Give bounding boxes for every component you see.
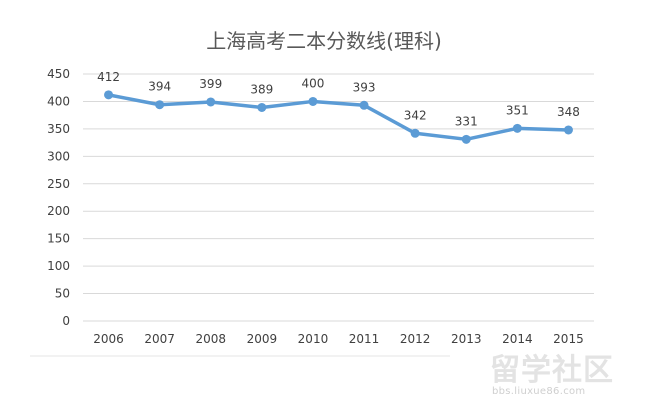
x-tick-label: 2015 [553, 332, 584, 346]
watermark-url: bbs.liuxue86.com [492, 386, 585, 397]
x-tick-label: 2011 [349, 332, 380, 346]
data-labels: 412 394 399 389 400 393 342 331 351 348 [97, 70, 580, 128]
y-tick-label: 150 [47, 232, 70, 246]
x-tick-label: 2013 [451, 332, 482, 346]
data-point [308, 96, 318, 106]
x-tick-label: 2012 [400, 332, 431, 346]
data-point [359, 100, 369, 110]
x-axis: 2006 2007 2008 2009 2010 2011 2012 2013 … [93, 332, 583, 346]
y-tick-label: 200 [47, 204, 70, 218]
data-label: 331 [455, 114, 478, 128]
y-tick-label: 400 [47, 94, 70, 108]
data-label: 393 [353, 80, 376, 94]
data-label: 394 [148, 80, 171, 94]
x-tick-label: 2014 [502, 332, 533, 346]
data-point [461, 134, 471, 144]
y-tick-label: 0 [62, 314, 70, 328]
x-tick-label: 2006 [93, 332, 124, 346]
data-label: 412 [97, 70, 120, 84]
y-tick-label: 450 [47, 67, 70, 81]
data-point [410, 128, 420, 138]
x-tick-label: 2008 [195, 332, 226, 346]
data-point [155, 100, 165, 110]
chart-title: 上海高考二本分数线(理科) [206, 29, 442, 53]
y-tick-label: 300 [47, 149, 70, 163]
y-tick-label: 100 [47, 259, 70, 273]
y-tick-label: 250 [47, 177, 70, 191]
data-point [104, 90, 114, 100]
series-line [104, 90, 573, 144]
x-tick-label: 2007 [144, 332, 175, 346]
data-point [563, 125, 573, 135]
data-label: 342 [404, 108, 427, 122]
data-label: 348 [557, 105, 580, 119]
data-point [257, 102, 267, 112]
watermark: 留学社区 bbs.liuxue86.com [490, 353, 614, 397]
watermark-text: 留学社区 [490, 353, 614, 388]
data-label: 400 [301, 76, 324, 90]
data-label: 399 [199, 77, 222, 91]
x-tick-label: 2010 [298, 332, 329, 346]
series-path [106, 93, 571, 142]
y-tick-label: 50 [55, 287, 70, 301]
data-point [206, 97, 216, 107]
gridlines [83, 73, 594, 322]
data-label: 351 [506, 103, 529, 117]
data-point [512, 123, 522, 133]
data-label: 389 [250, 82, 273, 96]
x-tick-label: 2009 [247, 332, 278, 346]
y-tick-label: 350 [47, 122, 70, 136]
y-axis: 0 50 100 150 200 250 300 350 400 450 [47, 67, 70, 328]
